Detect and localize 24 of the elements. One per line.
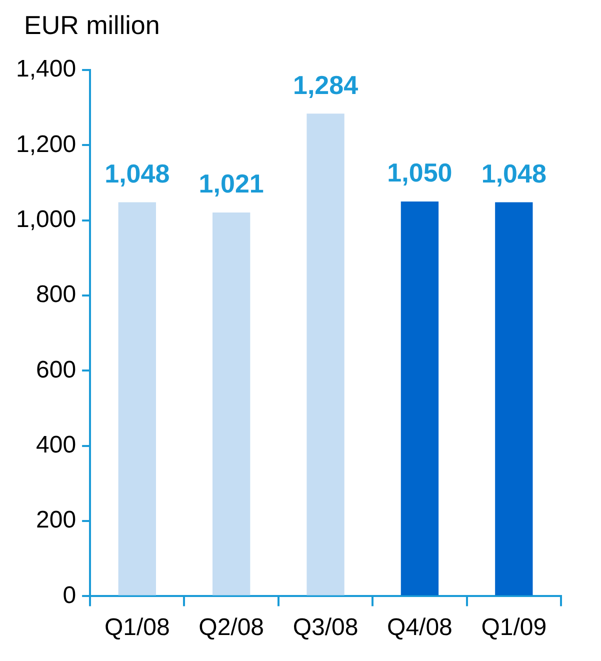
- bar: [212, 212, 250, 596]
- y-axis-title: EUR million: [24, 10, 160, 40]
- y-tick-label: 1,200: [16, 130, 76, 158]
- bar: [118, 202, 156, 596]
- x-tick-label: Q1/08: [104, 614, 170, 642]
- bar: [400, 202, 439, 596]
- data-label: 1,050: [387, 158, 452, 188]
- data-label: 1,048: [104, 158, 170, 188]
- y-tick-label: 600: [36, 356, 76, 384]
- y-tick-label: 400: [36, 431, 76, 458]
- data-label: 1,284: [292, 70, 359, 100]
- data-label: 1,048: [481, 158, 546, 188]
- y-tick-label: 800: [36, 281, 76, 308]
- x-tick-label: Q3/08: [292, 614, 358, 642]
- data-label: 1,021: [198, 168, 264, 199]
- y-tick-label: 1,400: [16, 56, 76, 83]
- bar: [306, 114, 344, 596]
- y-tick-label: 1,000: [16, 206, 76, 233]
- y-tick-label: 0: [62, 582, 76, 609]
- bar: [495, 202, 533, 596]
- x-tick-label: Q4/08: [387, 614, 452, 642]
- y-tick-label: 200: [36, 506, 76, 534]
- x-tick-label: Q1/09: [481, 614, 547, 642]
- x-tick-label: Q2/08: [198, 614, 264, 642]
